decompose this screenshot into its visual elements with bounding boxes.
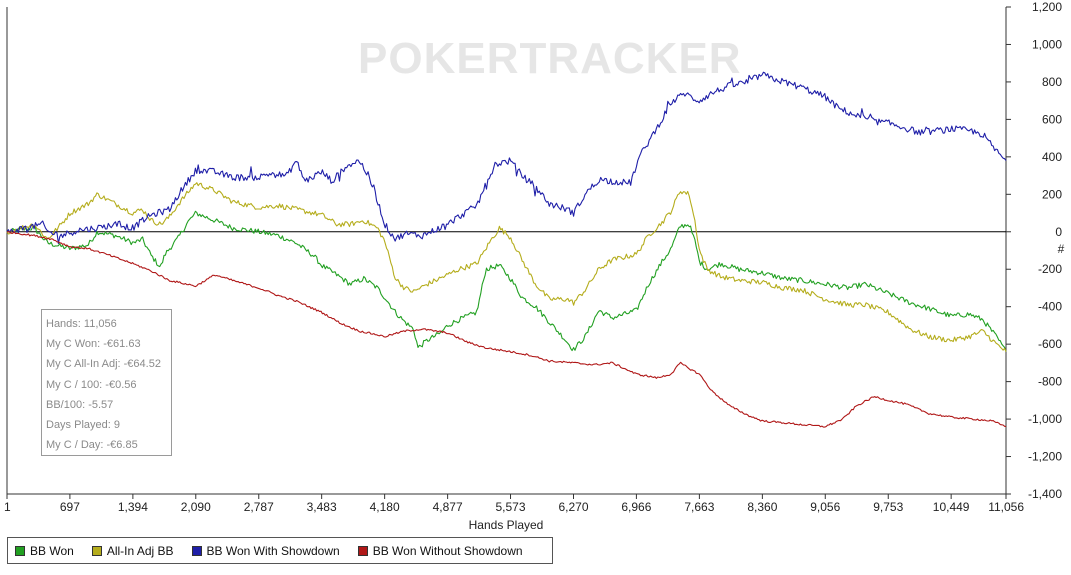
series-line-bb-won-with-showdown — [6, 71, 1007, 245]
series-line-all-in-adj-bb — [6, 182, 1007, 352]
y-tick-label: -1,000 — [1028, 412, 1062, 426]
x-tick-label: 4,180 — [370, 500, 400, 514]
legend-label: BB Won With Showdown — [206, 543, 340, 558]
x-tick-label: 697 — [60, 500, 80, 514]
x-tick-label: 10,449 — [933, 500, 970, 514]
y-tick-label: -1,400 — [1028, 487, 1062, 501]
x-axis: 1 697 1,394 2,090 2,787 3,483 4,180 4,877 5,573 6… — [4, 494, 1024, 514]
legend-label: All-In Adj BB — [106, 543, 174, 558]
stat-per-100: My C / 100: -€0.56 — [46, 378, 137, 391]
x-tick-label: 9,056 — [810, 500, 840, 514]
chart-legend: BB Won All-In Adj BB BB Won With Showdow… — [7, 537, 553, 564]
x-tick-label: 7,663 — [684, 500, 714, 514]
x-tick-label: 4,877 — [433, 500, 463, 514]
x-tick-label: 6,966 — [621, 500, 651, 514]
y-tick-label: -400 — [1038, 300, 1062, 314]
x-tick-label: 1,394 — [118, 500, 148, 514]
x-tick-label: 6,270 — [558, 500, 588, 514]
series-layer — [6, 71, 1007, 428]
x-tick-label: 2,090 — [181, 500, 211, 514]
stat-allin-adj: My C All-In Adj: -€64.52 — [46, 358, 161, 371]
stats-summary-box: Hands: 11,056 My C Won: -€61.63 My C All… — [41, 309, 172, 456]
y-axis-title: # — [1058, 242, 1065, 256]
legend-item-won-with-showdown[interactable]: BB Won With Showdown — [191, 543, 340, 558]
y-tick-label: 200 — [1042, 187, 1062, 201]
y-axis: 1,200 1,000 800 600 400 200 0 -200 -400 -600 -800 -… — [1006, 0, 1062, 501]
legend-item-won-without-showdown[interactable]: BB Won Without Showdown — [357, 543, 523, 558]
x-tick-label: 9,753 — [873, 500, 903, 514]
y-tick-label: 800 — [1042, 75, 1062, 89]
stat-hands: Hands: 11,056 — [46, 318, 117, 330]
y-tick-label: 0 — [1055, 225, 1062, 239]
x-tick-label: 1 — [4, 500, 11, 514]
legend-label: BB Won Without Showdown — [372, 543, 523, 558]
x-tick-label: 5,573 — [496, 500, 526, 514]
legend-item-all-in-adj[interactable]: All-In Adj BB — [91, 543, 174, 558]
x-axis-title: Hands Played — [469, 518, 544, 532]
legend-swatch — [357, 545, 368, 556]
watermark-logo: POKERTRACKER — [358, 34, 742, 83]
y-tick-label: -1,200 — [1028, 450, 1062, 464]
legend-swatch — [91, 545, 102, 556]
legend-swatch — [15, 545, 25, 556]
y-tick-label: 1,000 — [1032, 37, 1062, 51]
stat-per-day: My C / Day: -€6.85 — [46, 439, 138, 452]
legend-swatch — [191, 545, 202, 556]
series-line-bb-won-without-showdown — [7, 231, 1007, 428]
y-tick-label: 600 — [1042, 112, 1062, 126]
y-tick-label: -800 — [1038, 375, 1062, 389]
y-tick-label: -200 — [1038, 262, 1062, 276]
y-tick-label: 400 — [1042, 150, 1062, 164]
x-tick-label: 11,056 — [988, 500, 1024, 514]
stat-bb-per-100: BB/100: -5.57 — [46, 398, 114, 411]
x-tick-label: 8,360 — [747, 500, 777, 514]
x-tick-label: 3,483 — [307, 500, 337, 514]
plot-frame — [6, 7, 1007, 495]
y-tick-label: 1,200 — [1032, 0, 1062, 14]
legend-label: BB Won — [30, 543, 74, 558]
stat-won: My C Won: -€61.63 — [46, 338, 141, 351]
series-line-bb-won — [6, 210, 1007, 352]
stat-days-played: Days Played: 9 — [46, 419, 120, 432]
x-tick-label: 2,787 — [244, 500, 274, 514]
y-tick-label: -600 — [1038, 337, 1062, 351]
legend-item-bb-won[interactable]: BB Won — [15, 544, 74, 558]
